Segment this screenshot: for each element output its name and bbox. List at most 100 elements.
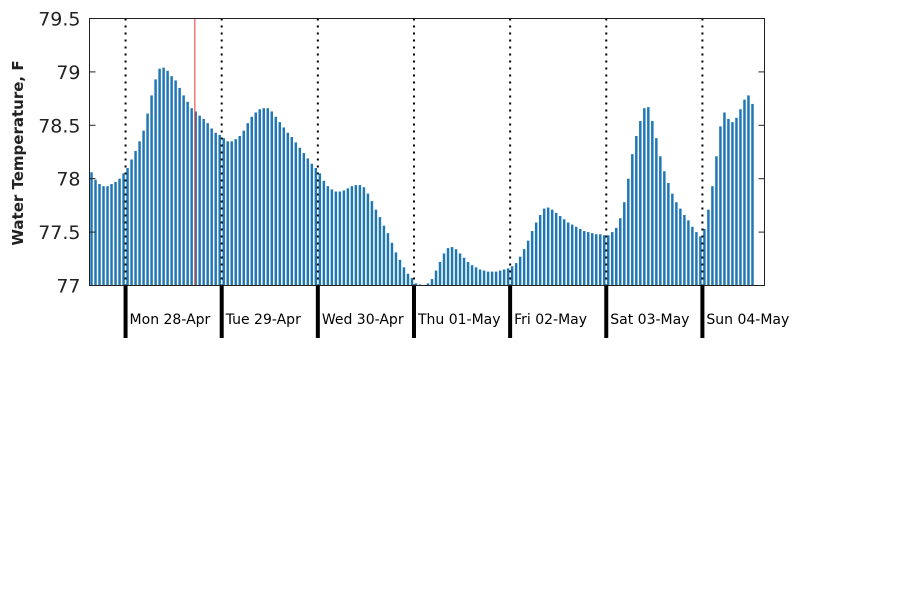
bar bbox=[679, 208, 682, 286]
bar bbox=[102, 186, 105, 286]
bar bbox=[366, 193, 370, 286]
y-tick-label: 78 bbox=[56, 169, 80, 191]
y-tick-label: 79.5 bbox=[38, 9, 80, 31]
bar bbox=[659, 156, 662, 286]
bar bbox=[302, 153, 306, 286]
bar bbox=[747, 95, 750, 286]
day-boundary-dotted-lines bbox=[124, 18, 704, 286]
bar bbox=[699, 236, 702, 286]
bar bbox=[286, 132, 290, 286]
bar bbox=[382, 225, 386, 286]
bar bbox=[683, 215, 686, 286]
bar bbox=[434, 270, 438, 286]
bar bbox=[238, 135, 241, 286]
bar bbox=[394, 252, 398, 286]
bar bbox=[190, 108, 193, 286]
bar bbox=[310, 163, 314, 286]
bar bbox=[418, 284, 422, 286]
bar bbox=[230, 141, 233, 286]
bar bbox=[414, 283, 418, 286]
bar bbox=[270, 111, 274, 286]
bar bbox=[639, 121, 642, 286]
bar bbox=[591, 233, 594, 286]
bar bbox=[615, 227, 618, 286]
bar bbox=[390, 242, 394, 286]
bar bbox=[222, 138, 225, 286]
bar bbox=[318, 173, 322, 286]
bar bbox=[534, 222, 538, 286]
bar bbox=[558, 216, 562, 286]
bar bbox=[386, 233, 390, 286]
y-tick-label: 77 bbox=[56, 276, 80, 298]
bar bbox=[122, 173, 125, 286]
bar bbox=[554, 212, 558, 286]
bar bbox=[687, 220, 690, 286]
bar bbox=[290, 137, 294, 286]
bar bbox=[719, 126, 722, 286]
bar bbox=[518, 256, 522, 286]
bar bbox=[695, 232, 698, 286]
bar bbox=[218, 134, 221, 286]
ticks-layer: 77 77.5 78 78.5 79 79.5 Mon 28-Apr Tue 29-Apr We… bbox=[38, 9, 789, 338]
bar bbox=[214, 132, 217, 286]
bar bbox=[314, 168, 318, 286]
bar bbox=[546, 207, 550, 286]
bar bbox=[627, 178, 630, 286]
bar bbox=[410, 278, 414, 286]
day-label: Sat 03-May bbox=[610, 312, 689, 328]
bar bbox=[723, 112, 726, 286]
bar bbox=[114, 181, 117, 286]
bar bbox=[530, 231, 534, 286]
bar bbox=[198, 115, 201, 286]
bar bbox=[262, 108, 265, 286]
bar bbox=[454, 249, 458, 286]
bar bbox=[178, 87, 181, 286]
bar bbox=[250, 116, 253, 286]
bar bbox=[526, 240, 530, 286]
bar bbox=[90, 172, 93, 286]
bar bbox=[294, 142, 298, 286]
bar bbox=[158, 68, 161, 286]
bar bbox=[538, 215, 542, 286]
day-label: Wed 30-Apr bbox=[322, 312, 404, 328]
bar bbox=[486, 271, 490, 286]
bar bbox=[374, 209, 378, 286]
bar bbox=[582, 231, 586, 286]
bar bbox=[506, 268, 510, 286]
bar bbox=[298, 147, 302, 286]
bar bbox=[603, 235, 606, 286]
bar bbox=[607, 235, 610, 286]
bar bbox=[274, 116, 278, 286]
bar bbox=[278, 122, 282, 286]
day-label: Thu 01-May bbox=[417, 312, 501, 328]
bar bbox=[675, 202, 678, 286]
bar bbox=[611, 232, 614, 286]
bar bbox=[106, 186, 109, 286]
bar bbox=[98, 184, 101, 286]
bar bbox=[254, 112, 257, 286]
bar bbox=[743, 99, 746, 286]
plot-area-frame bbox=[89, 18, 765, 286]
day-label: Sun 04-May bbox=[706, 312, 789, 328]
bar bbox=[647, 107, 650, 286]
bar bbox=[751, 103, 754, 286]
bar bbox=[306, 158, 310, 286]
bar bbox=[426, 283, 430, 286]
bar bbox=[663, 171, 666, 286]
bar bbox=[671, 193, 674, 286]
bar bbox=[210, 128, 213, 286]
bar bbox=[643, 108, 646, 286]
bar bbox=[735, 117, 738, 286]
bar bbox=[170, 76, 173, 286]
bar bbox=[258, 109, 261, 286]
bar bbox=[350, 186, 354, 286]
bars-layer bbox=[90, 67, 754, 286]
bar bbox=[490, 271, 494, 286]
bar bbox=[566, 222, 570, 286]
bar bbox=[587, 232, 590, 286]
bar bbox=[166, 70, 169, 286]
bar bbox=[574, 226, 578, 286]
bar bbox=[358, 185, 362, 286]
bar bbox=[130, 159, 133, 286]
